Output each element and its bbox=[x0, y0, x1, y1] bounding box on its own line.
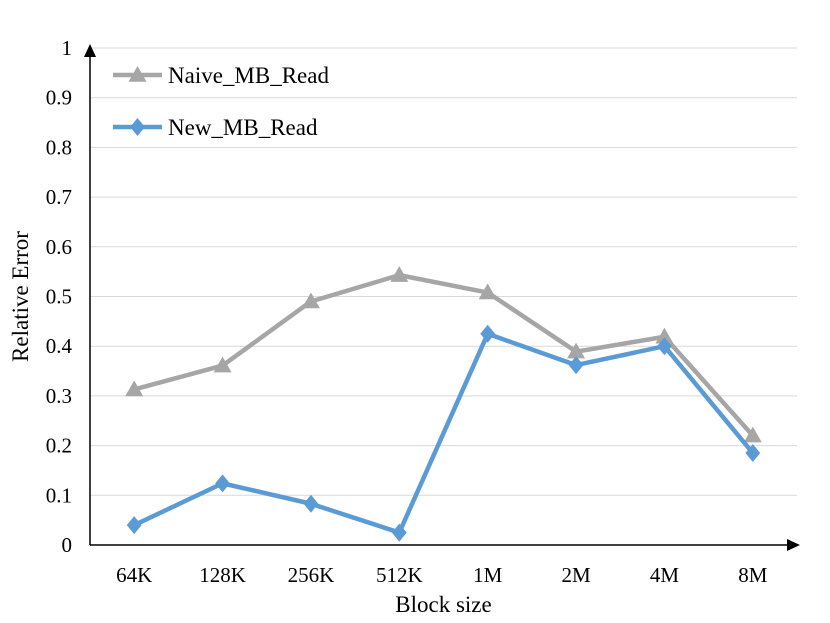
legend-marker-Naive_MB_Read bbox=[128, 66, 147, 82]
y-tick-label-6: 0.6 bbox=[46, 235, 72, 259]
y-tick-label-1: 0.1 bbox=[46, 483, 72, 507]
point-Naive_MB_Read-256K bbox=[301, 292, 320, 309]
y-axis-arrow bbox=[84, 44, 96, 57]
legend-item-Naive_MB_Read: Naive_MB_Read bbox=[113, 63, 329, 88]
x-tick-label-128K: 128K bbox=[199, 563, 246, 587]
y-tick-label-2: 0.2 bbox=[46, 434, 72, 458]
y-tick-label-4: 0.4 bbox=[46, 334, 73, 358]
point-New_MB_Read-128K bbox=[215, 474, 230, 493]
series-line-Naive_MB_Read bbox=[133, 272, 755, 438]
point-New_MB_Read-64K bbox=[126, 516, 142, 535]
gridlines bbox=[90, 47, 797, 496]
point-New_MB_Read-1M bbox=[480, 324, 496, 343]
point-Naive_MB_Read-2M bbox=[567, 342, 586, 359]
y-tick-label-0: 0 bbox=[62, 533, 73, 557]
point-Naive_MB_Read-8M bbox=[743, 426, 762, 443]
x-tick-label-512K: 512K bbox=[376, 563, 423, 587]
y-tick-label-3: 0.3 bbox=[46, 384, 72, 408]
y-tick-label-9: 0.9 bbox=[46, 86, 72, 110]
series-line-New_MB_Read bbox=[133, 331, 755, 535]
legend-item-New_MB_Read: New_MB_Read bbox=[113, 115, 318, 140]
point-New_MB_Read-256K bbox=[303, 494, 319, 513]
point-New_MB_Read-512K bbox=[391, 523, 407, 542]
y-tick-label-10: 1 bbox=[62, 36, 73, 60]
series-New_MB_Read bbox=[126, 324, 761, 542]
point-Naive_MB_Read-512K bbox=[390, 266, 409, 282]
x-axis-title: Block size bbox=[395, 592, 491, 617]
legend-marker-New_MB_Read bbox=[130, 118, 145, 136]
tick-labels: 0 0.1 0.2 0.3 0.4 0.5 0.6 0.7 0.8 0.9 1 64K 128K 256K… bbox=[46, 36, 768, 587]
point-New_MB_Read-4M bbox=[657, 337, 672, 356]
x-tick-label-8M: 8M bbox=[738, 563, 768, 587]
point-New_MB_Read-8M bbox=[745, 444, 761, 463]
point-Naive_MB_Read-1M bbox=[478, 283, 497, 300]
y-tick-label-5: 0.5 bbox=[46, 285, 72, 309]
point-Naive_MB_Read-64K bbox=[125, 380, 144, 397]
x-tick-label-64K: 64K bbox=[116, 563, 152, 587]
y-tick-label-7: 0.7 bbox=[46, 185, 72, 209]
y-axis-title: Relative Error bbox=[8, 231, 33, 362]
x-axis-arrow bbox=[787, 539, 800, 551]
point-New_MB_Read-2M bbox=[568, 356, 584, 375]
legend: Naive_MB_Read New_MB_Read bbox=[113, 63, 329, 140]
x-tick-label-2M: 2M bbox=[561, 563, 591, 587]
series-group bbox=[125, 266, 762, 542]
legend-label-Naive_MB_Read: Naive_MB_Read bbox=[168, 63, 329, 88]
y-tick-label-8: 0.8 bbox=[46, 135, 72, 159]
point-Naive_MB_Read-4M bbox=[655, 327, 674, 344]
x-tick-label-4M: 4M bbox=[650, 563, 680, 587]
series-Naive_MB_Read bbox=[125, 266, 762, 443]
x-tick-label-1M: 1M bbox=[473, 563, 503, 587]
point-Naive_MB_Read-128K bbox=[213, 356, 232, 373]
x-tick-label-256K: 256K bbox=[288, 563, 335, 587]
axes bbox=[84, 44, 800, 551]
legend-label-New_MB_Read: New_MB_Read bbox=[168, 115, 318, 140]
